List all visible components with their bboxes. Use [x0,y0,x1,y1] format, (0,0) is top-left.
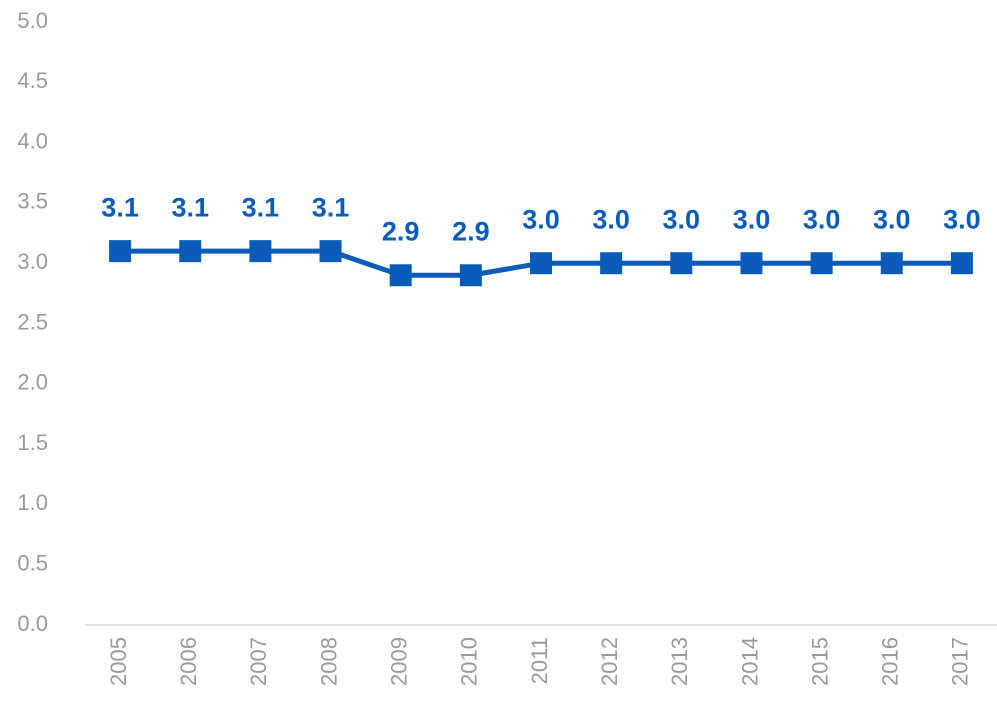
data-label: 3.0 [873,204,911,234]
marker [880,252,903,275]
data-label: 3.1 [101,192,139,222]
y-tick-label: 1.5 [17,430,48,455]
marker [389,264,412,287]
y-tick-label: 4.5 [17,68,48,93]
marker [179,240,202,263]
marker [740,252,763,275]
marker [109,240,132,263]
x-tick-label: 2011 [527,637,552,684]
marker [249,240,272,263]
x-tick-label: 2017 [948,637,973,686]
x-tick-label: 2010 [457,637,482,686]
marker [950,252,973,275]
y-tick-label: 3.0 [17,249,48,274]
marker [600,252,623,275]
y-tick-label: 4.0 [17,128,48,153]
x-tick-label: 2005 [106,637,131,686]
x-tick-label: 2016 [878,637,903,686]
y-tick-label: 0.5 [17,551,48,576]
data-label: 3.1 [171,192,209,222]
x-tick-label: 2014 [737,637,762,686]
y-tick-label: 2.5 [17,309,48,334]
y-tick-label: 1.0 [17,490,48,515]
data-label: 3.0 [663,204,701,234]
x-tick-label: 2012 [597,637,622,686]
y-tick-label: 3.5 [17,189,48,214]
x-tick-label: 2013 [667,637,692,686]
data-label: 3.1 [312,192,350,222]
data-label: 3.0 [943,204,981,234]
y-tick-label: 0.0 [17,611,48,636]
marker [459,264,482,287]
data-label: 2.9 [452,216,490,246]
data-label: 3.1 [242,192,280,222]
data-label: 3.0 [803,204,841,234]
x-tick-label: 2008 [316,637,341,686]
x-tick-label: 2006 [176,637,201,686]
marker [810,252,833,275]
x-tick-label: 2015 [807,637,832,686]
marker [319,240,342,263]
marker [670,252,693,275]
data-label: 3.0 [522,204,560,234]
marker [530,252,552,275]
data-label: 2.9 [382,216,420,246]
x-tick-label: 2009 [387,637,412,686]
y-tick-label: 2.0 [17,370,48,395]
data-label: 3.0 [733,204,771,234]
data-label: 3.0 [592,204,630,234]
x-tick-label: 2007 [246,637,271,686]
y-tick-label: 5.0 [17,8,48,33]
